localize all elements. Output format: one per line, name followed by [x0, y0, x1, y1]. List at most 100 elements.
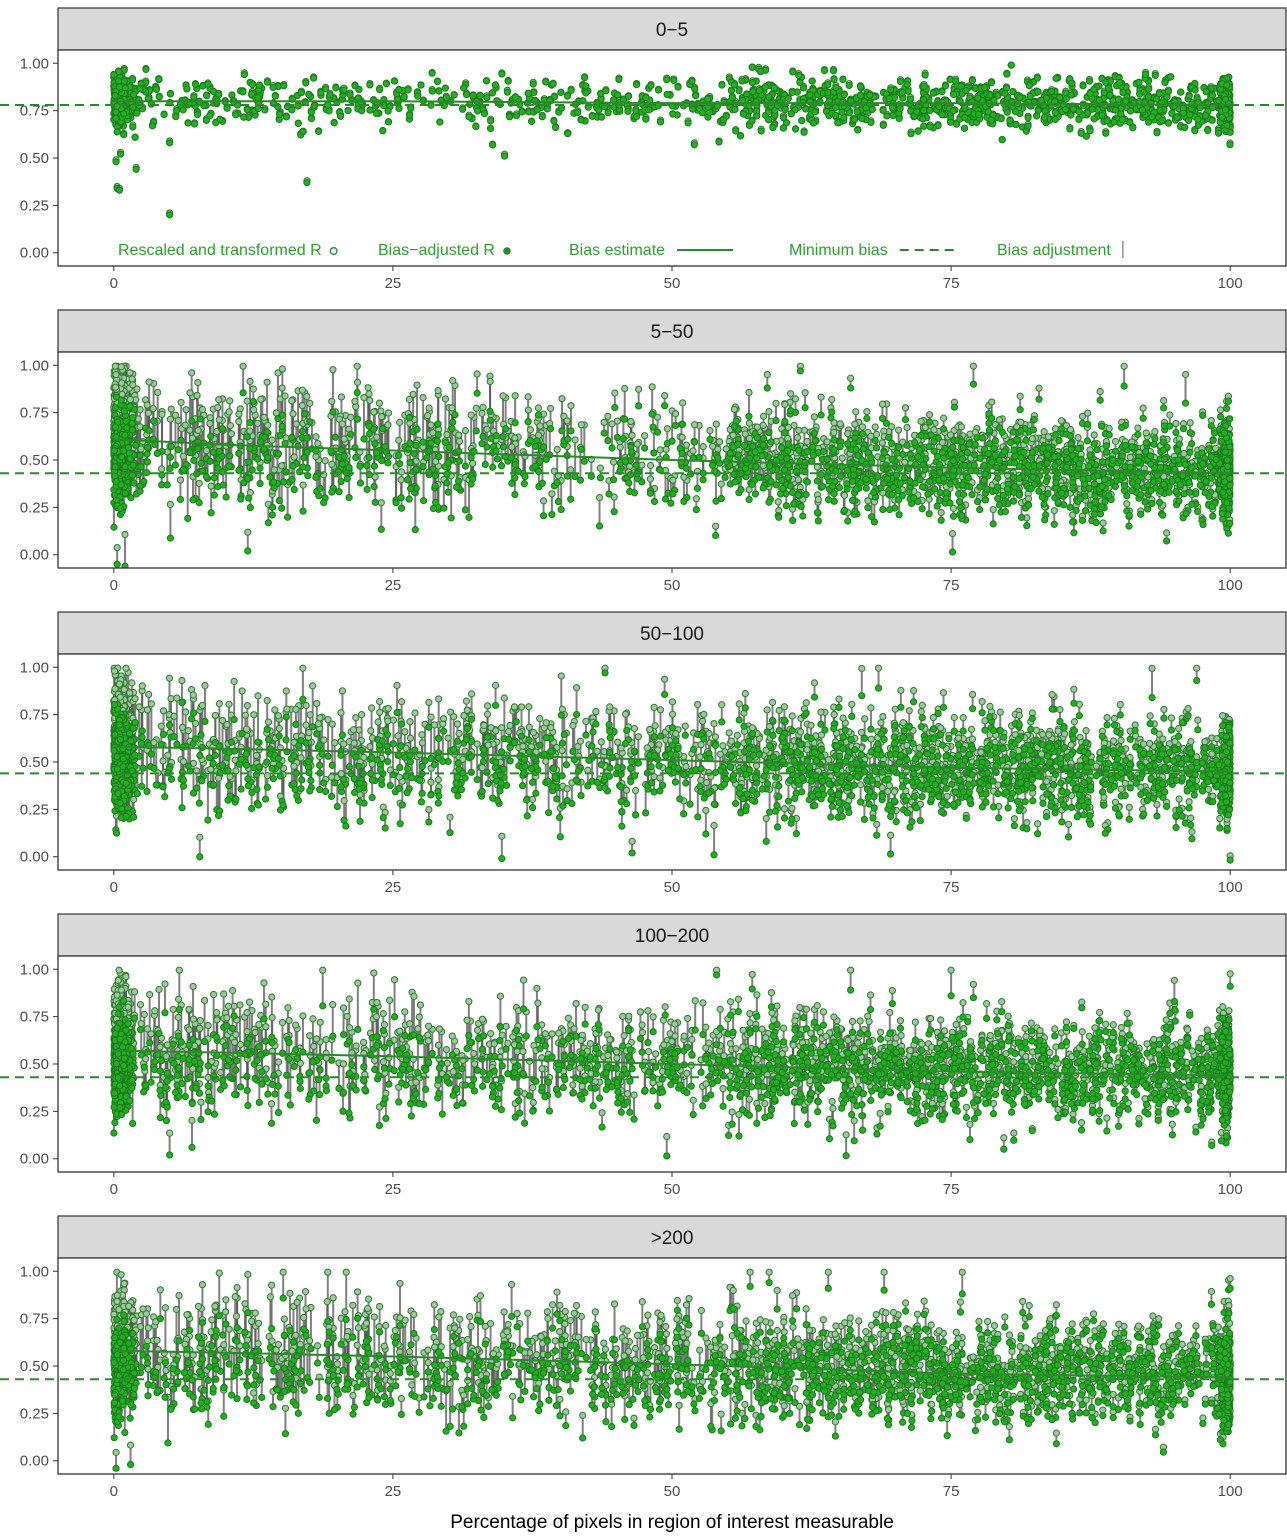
adjusted-point	[1218, 113, 1226, 121]
adjusted-point	[269, 83, 277, 92]
adjusted-point	[845, 109, 854, 117]
adjusted-point	[1001, 89, 1009, 97]
adjusted-point	[755, 86, 763, 95]
adjusted-point	[1126, 118, 1134, 126]
adjusted-point	[602, 87, 610, 95]
adjusted-point	[442, 93, 450, 102]
adjusted-point	[771, 106, 779, 115]
adjusted-point	[1067, 91, 1075, 99]
adjusted-point	[906, 95, 915, 103]
adjusted-point	[949, 107, 957, 115]
adjusted-point	[809, 119, 818, 127]
adjusted-point	[1194, 115, 1202, 123]
adjusted-point	[414, 92, 422, 100]
adjusted-point	[243, 106, 251, 114]
adjusted-point	[1138, 106, 1147, 114]
adjusted-point	[765, 116, 773, 124]
adjusted-point	[209, 87, 218, 96]
adjusted-point	[433, 78, 442, 86]
adjusted-point	[1012, 121, 1020, 129]
adjusted-point	[240, 70, 248, 79]
adjusted-point	[820, 67, 829, 75]
y-tick-label: 0.75	[20, 103, 49, 120]
adjusted-point	[904, 87, 912, 95]
adjusted-point	[1202, 112, 1210, 120]
adjusted-point	[698, 109, 706, 117]
adjusted-point	[129, 123, 137, 131]
adjusted-point	[779, 124, 788, 132]
adjusted-point	[330, 119, 338, 127]
adjusted-point	[684, 119, 692, 127]
adjusted-point	[1202, 88, 1210, 96]
data-layer	[110, 61, 1234, 219]
adjusted-point	[1102, 78, 1110, 87]
adjusted-point	[1135, 78, 1143, 87]
adjusted-point	[261, 106, 269, 114]
adjusted-point	[1082, 132, 1090, 140]
adjusted-point	[962, 87, 970, 95]
adjusted-point	[832, 83, 840, 92]
adjusted-point	[480, 110, 489, 118]
adjusted-point	[1214, 129, 1223, 137]
adjusted-point	[811, 108, 819, 116]
adjusted-point	[271, 92, 279, 100]
adjusted-point	[1179, 109, 1187, 117]
adjusted-point	[799, 84, 808, 92]
legend-label: Bias estimate	[569, 242, 665, 259]
adjusted-point	[1090, 85, 1098, 93]
adjusted-point	[971, 84, 979, 93]
adjusted-point	[1145, 118, 1153, 126]
adjusted-point	[921, 71, 929, 79]
adjusted-point	[691, 85, 699, 93]
legend-key-filled-circle	[503, 247, 511, 255]
adjusted-point	[476, 92, 484, 100]
adjusted-point	[898, 88, 906, 97]
raw-point	[166, 415, 174, 423]
adjusted-point	[645, 106, 653, 114]
adjusted-point	[417, 81, 425, 89]
legend-label: Minimum bias	[789, 242, 888, 259]
adjusted-point	[615, 75, 623, 83]
adjusted-point	[155, 93, 163, 101]
adjusted-point	[113, 128, 121, 136]
adjusted-point	[254, 94, 262, 102]
facet-strip-label: 5−50	[651, 322, 694, 343]
adjusted-point	[1185, 92, 1193, 100]
adjusted-point	[1126, 107, 1135, 115]
adjusted-point	[1102, 129, 1110, 137]
adjusted-point	[511, 93, 519, 101]
adjusted-point	[1122, 97, 1130, 105]
adjusted-point	[1208, 91, 1217, 99]
adjusted-point	[941, 82, 950, 90]
adjusted-point	[839, 75, 847, 84]
adjusted-point	[1041, 113, 1049, 121]
adjusted-point	[574, 108, 582, 116]
adjusted-point	[488, 89, 496, 97]
adjusted-point	[704, 95, 712, 103]
adjusted-point	[1148, 113, 1156, 121]
adjusted-point	[1025, 81, 1033, 90]
adjusted-point	[542, 78, 550, 86]
adjusted-point	[376, 86, 384, 94]
y-tick-label: 0.25	[20, 197, 49, 214]
adjusted-point	[172, 113, 180, 121]
adjusted-point	[633, 112, 641, 121]
adjusted-point	[654, 86, 663, 94]
adjusted-point	[974, 94, 982, 102]
adjusted-point	[1167, 73, 1175, 81]
adjusted-point	[254, 104, 262, 113]
adjusted-point	[961, 113, 969, 122]
adjusted-point	[968, 76, 977, 85]
adjusted-point	[529, 80, 537, 88]
adjusted-point	[727, 87, 736, 95]
adjusted-point	[582, 82, 590, 90]
legend-label: Rescaled and transformed R	[118, 242, 322, 259]
adjusted-point	[713, 102, 722, 110]
adjusted-point	[800, 128, 808, 136]
adjusted-point	[366, 106, 374, 114]
adjusted-point	[114, 77, 123, 85]
adjusted-point	[765, 93, 773, 101]
adjusted-point	[670, 76, 678, 85]
adjusted-point	[191, 80, 200, 88]
adjusted-point	[302, 79, 310, 87]
